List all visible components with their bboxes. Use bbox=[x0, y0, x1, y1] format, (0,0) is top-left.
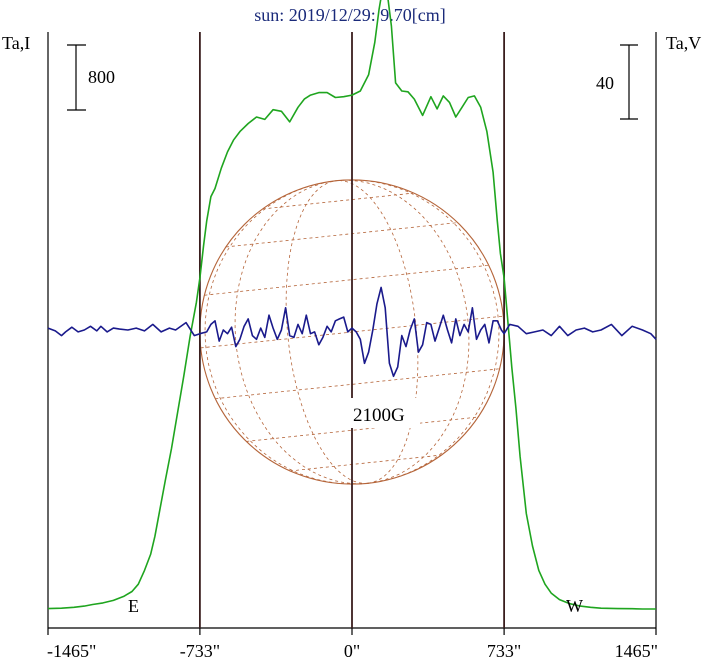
right-scale-label: 40 bbox=[596, 73, 614, 93]
solar-meridian bbox=[204, 180, 368, 485]
solar-parallel bbox=[225, 222, 458, 248]
right-axis-label: Ta,V bbox=[666, 33, 701, 53]
solar-parallel bbox=[204, 264, 489, 296]
solar-parallel bbox=[246, 416, 479, 442]
x-tick-label: 733" bbox=[487, 641, 521, 661]
x-tick-label: -1465" bbox=[47, 641, 96, 661]
x-axis-ticks: -1465" -733" 0" 733" 1465" bbox=[47, 628, 658, 661]
right-scale-bar: 40 bbox=[596, 44, 638, 120]
west-limb-label: W bbox=[566, 596, 583, 616]
reference-lines bbox=[198, 32, 506, 628]
solar-meridian bbox=[336, 179, 500, 484]
x-tick-label: 0" bbox=[344, 641, 360, 661]
series-line-polarization bbox=[47, 286, 657, 378]
left-scale-label: 800 bbox=[88, 67, 115, 87]
east-limb-label: E bbox=[128, 596, 139, 616]
field-label-background bbox=[350, 398, 420, 428]
left-axis-label: Ta,I bbox=[2, 33, 30, 53]
x-tick-label: 1465" bbox=[615, 641, 658, 661]
field-label: 2100G bbox=[353, 405, 405, 426]
x-tick-label: -733" bbox=[180, 641, 220, 661]
series-line-intensity bbox=[47, 0, 656, 610]
solar-parallel bbox=[215, 368, 500, 400]
solar-meridian bbox=[234, 180, 368, 485]
chart-title: sun: 2019/12/29: 9.70[cm] bbox=[254, 5, 446, 25]
left-scale-bar: 800 bbox=[67, 44, 115, 111]
